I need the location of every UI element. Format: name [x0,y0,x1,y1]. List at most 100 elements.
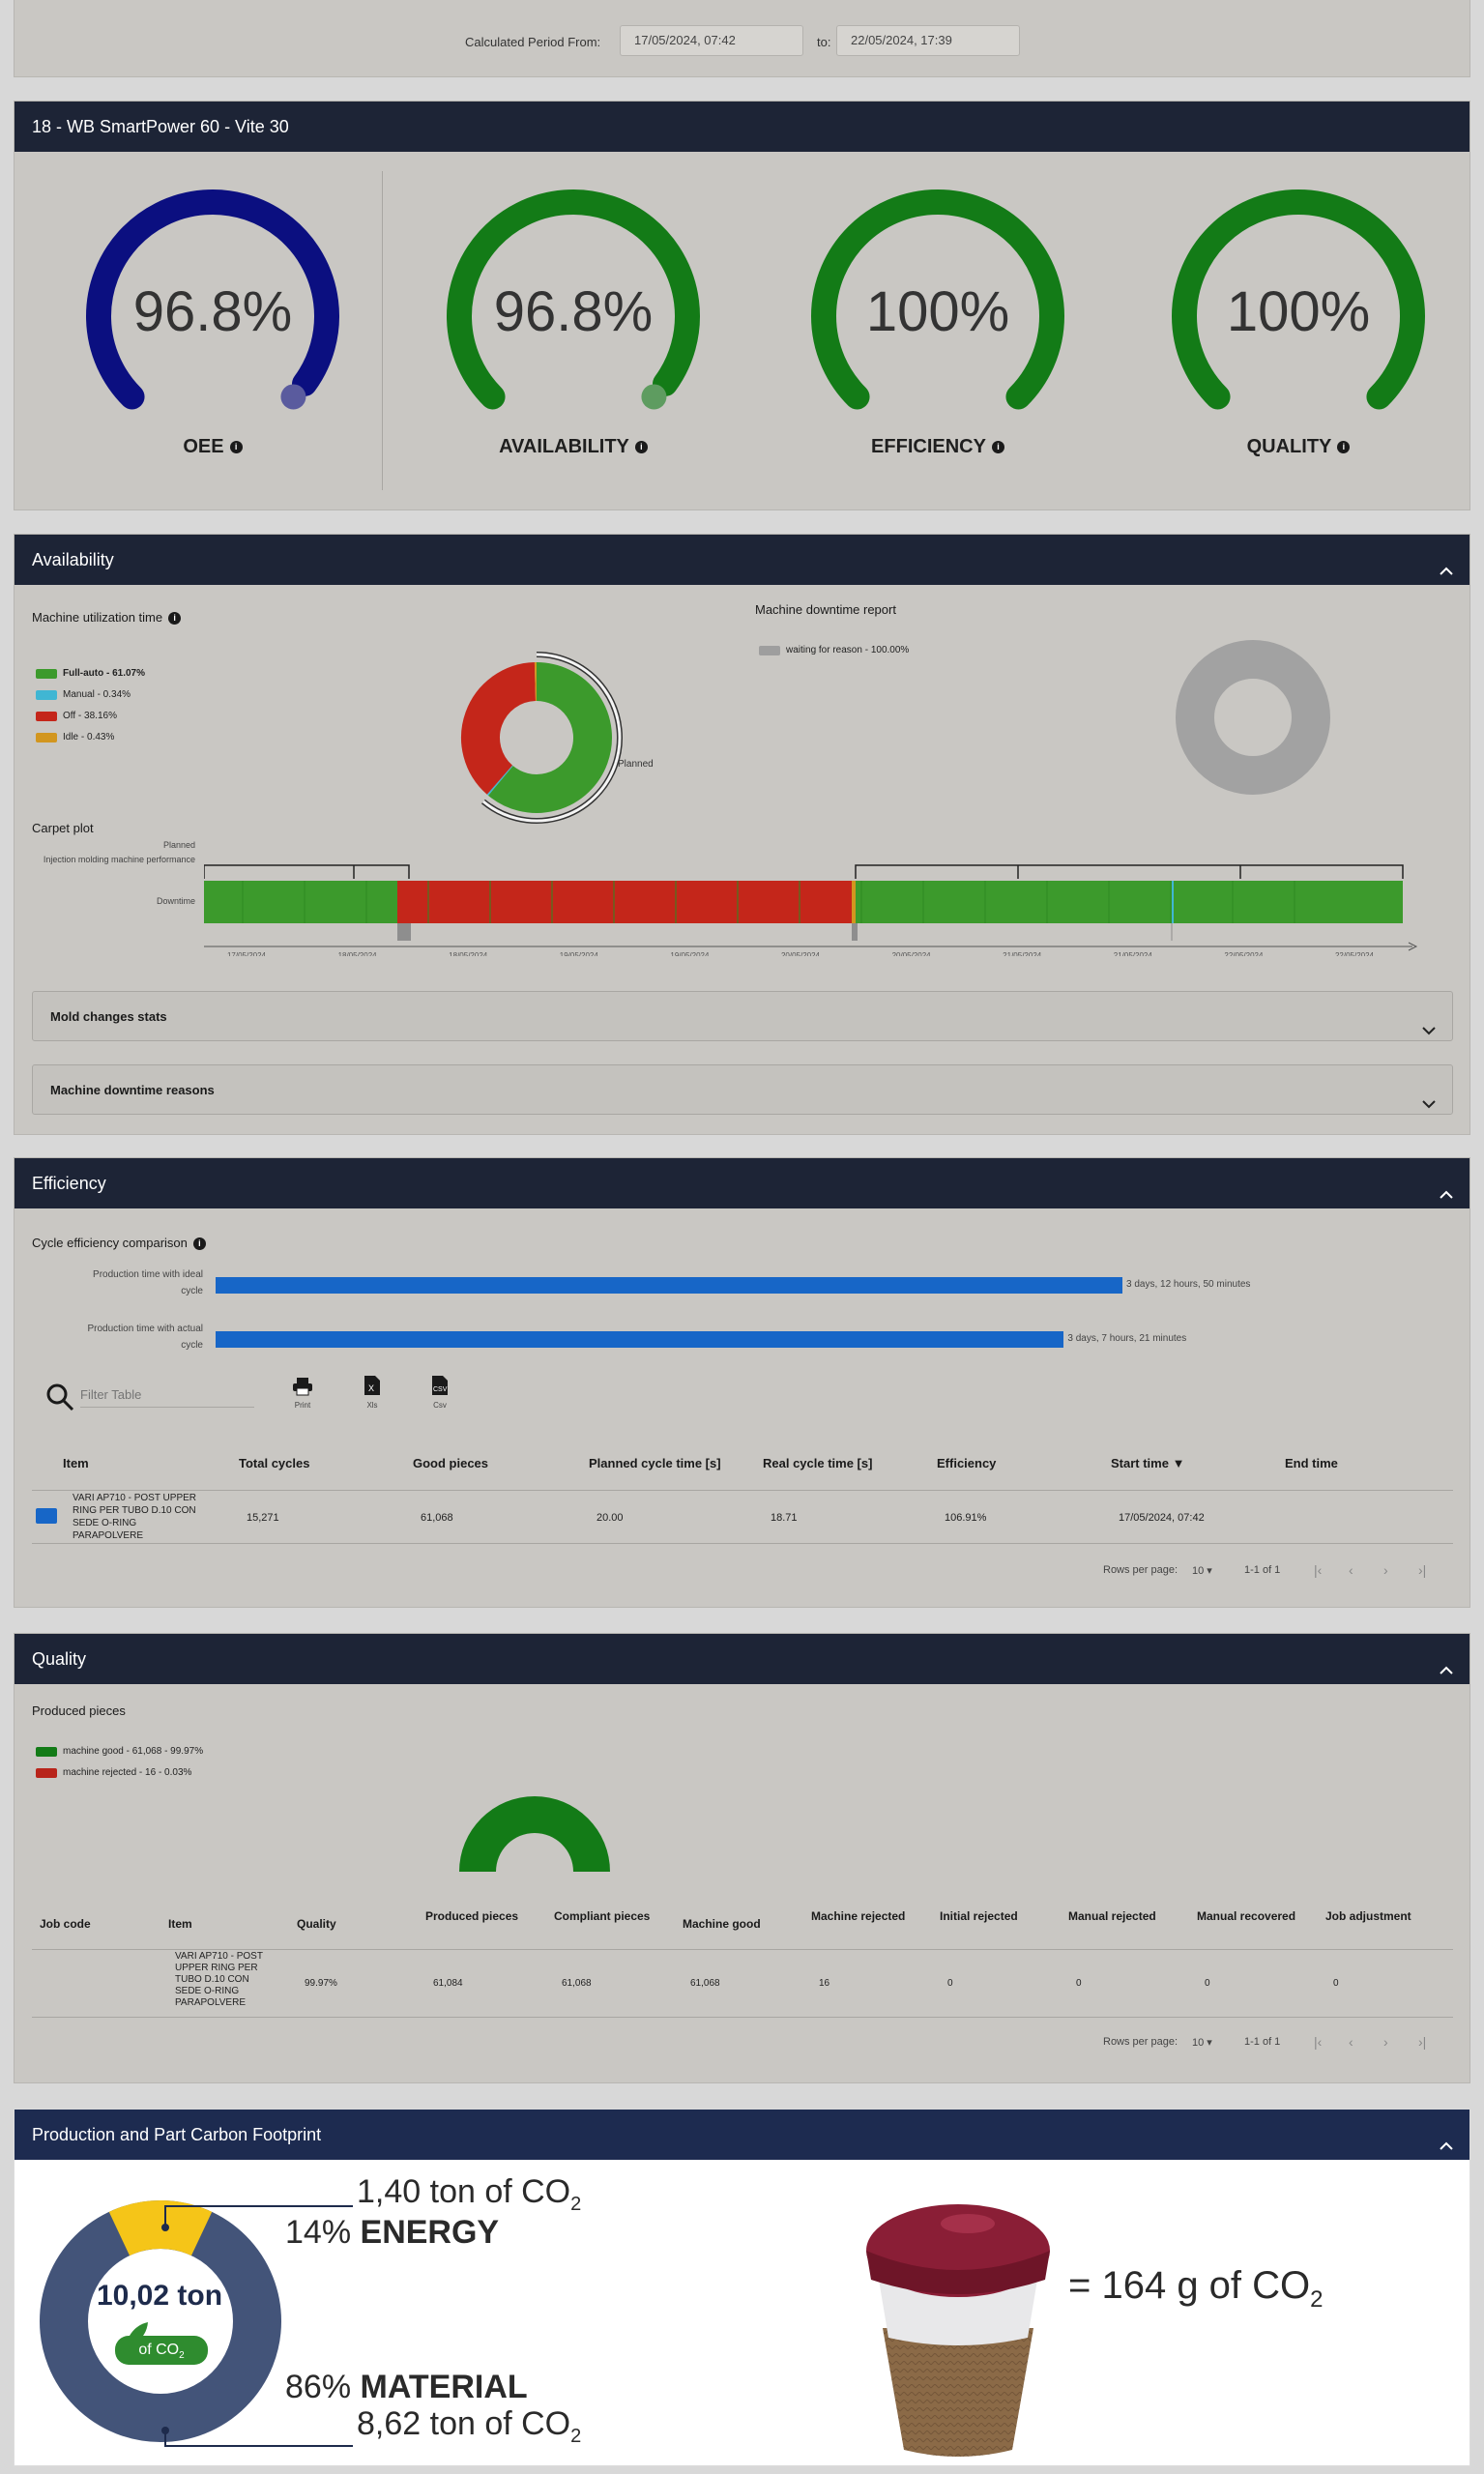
table-header[interactable]: Machine rejected [811,1909,906,1923]
xls-button[interactable]: X Xls [353,1375,392,1410]
gauge-label: QUALITY i [1182,436,1414,458]
last-page-icon[interactable]: ›| [1418,1562,1427,1578]
page-range: 1-1 of 1 [1244,2036,1281,2048]
table-header[interactable]: Produced pieces [425,1909,519,1923]
legend-swatch [36,1746,57,1757]
carbon-header[interactable]: Production and Part Carbon Footprint [15,2110,1469,2160]
next-page-icon[interactable]: › [1383,1562,1388,1578]
efficiency-card: Efficiency Cycle efficiency comparison i … [14,1157,1470,1608]
material-value-text: 8,62 ton of CO [357,2405,571,2442]
table-cell: 61,084 [433,1978,463,1989]
last-page-icon[interactable]: ›| [1418,2034,1427,2050]
collapse-icon[interactable] [1439,2123,1454,2150]
page-range: 1-1 of 1 [1244,1564,1281,1576]
table-cell: 20.00 [597,1512,624,1524]
collapse-icon[interactable] [1439,1647,1454,1674]
table-cell: 99.97% [305,1978,337,1989]
table-header[interactable]: Machine good [683,1917,761,1931]
table-cell: 61,068 [562,1978,592,1989]
table-header[interactable]: Good pieces [413,1456,489,1470]
downtime-legend-label: waiting for reason - 100.00% [786,645,910,655]
period-to-field[interactable]: 22/05/2024, 17:39 [836,25,1020,56]
prev-page-icon[interactable]: ‹ [1349,2034,1353,2050]
table-cell: 0 [1076,1978,1082,1989]
collapse-icon[interactable] [1439,548,1454,575]
first-page-icon[interactable]: |‹ [1314,1562,1323,1578]
rows-per-page-select[interactable]: 10 ▾ [1192,1565,1212,1577]
gauge-quality [1172,189,1425,410]
search-icon[interactable] [45,1383,74,1416]
downtime-legend-item: waiting for reason - 100.00% [759,645,909,655]
legend-label: machine good - 61,068 - 99.97% [63,1746,204,1757]
gauge-label-text: OEE [183,436,224,457]
table-cell: 16 [819,1978,830,1989]
next-page-icon[interactable]: › [1383,2034,1388,2050]
carpet-row-performance: Injection molding machine performance [43,855,195,864]
period-bar: Calculated Period From: 17/05/2024, 07:4… [14,0,1470,77]
legend-swatch [36,1767,57,1778]
prev-page-icon[interactable]: ‹ [1349,1562,1353,1578]
availability-header[interactable]: Availability [15,535,1469,585]
csv-button[interactable]: CSV Csv [421,1375,459,1410]
print-button[interactable]: Print [283,1377,322,1410]
table-header[interactable]: Item [63,1456,89,1470]
gauge-arc [86,189,339,410]
carpet-tick-date: 18/05/2024 [449,951,488,956]
info-icon[interactable]: i [634,441,648,454]
chevron-down-icon[interactable] [1421,1083,1437,1109]
collapse-icon[interactable] [1439,1172,1454,1199]
bar-label-line: Production time with actual [87,1324,203,1334]
table-header[interactable]: Initial rejected [940,1909,1018,1923]
table-header[interactable]: Manual recovered [1197,1909,1296,1923]
table-header[interactable]: Real cycle time [s] [763,1456,873,1470]
utilization-donut [461,652,623,824]
utilization-slice [486,765,513,796]
leader-lines [161,2205,353,2447]
carpet-tick-date: 21/05/2024 [1003,951,1042,956]
bar-value: 3 days, 12 hours, 50 minutes [1126,1279,1251,1290]
carpet-run-manual [1172,881,1174,923]
energy-pct: 14% [285,2214,352,2251]
table-header[interactable]: Total cycles [239,1456,310,1470]
gauge-remainder [641,384,667,410]
rows-per-page-select[interactable]: 10 ▾ [1192,2037,1212,2049]
first-page-icon[interactable]: |‹ [1314,2034,1323,2050]
table-header[interactable]: Item [168,1917,192,1931]
mold-changes-accordion[interactable]: Mold changes stats [32,991,1453,1041]
period-from-label: Calculated Period From: [465,35,601,49]
carpet-row-downtime: Downtime [156,896,195,906]
table-header[interactable]: Planned cycle time [s] [589,1456,721,1470]
gauge-arc [1172,189,1425,410]
info-icon[interactable]: i [192,1237,206,1251]
machine-title: 18 - WB SmartPower 60 - Vite 30 [15,102,1469,152]
carpet-planned-bracket [204,864,410,879]
table-header[interactable]: Compliant pieces [554,1909,651,1923]
table-header[interactable]: Job adjustment [1325,1909,1411,1923]
chevron-down-icon[interactable] [1421,1009,1437,1035]
info-icon[interactable]: i [229,441,243,454]
table-header[interactable]: Start time ▼ [1111,1456,1185,1470]
info-icon[interactable]: i [168,612,182,626]
info-icon[interactable]: i [991,441,1004,454]
downtime-reasons-accordion[interactable]: Machine downtime reasons [32,1064,1453,1115]
period-from-field[interactable]: 17/05/2024, 07:42 [620,25,803,56]
coffee-cup-icon [866,2204,1050,2457]
carpet-row-planned: Planned [162,840,195,850]
table-header[interactable]: Quality [297,1917,336,1931]
table-header[interactable]: End time [1285,1456,1338,1470]
filter-table-input[interactable] [80,1383,254,1408]
carpet-title: Carpet plot [32,821,94,835]
table-header[interactable]: Efficiency [937,1456,997,1470]
material-value: 8,62 ton of CO2 [357,2405,581,2448]
gauge-value: 96.8% [132,280,293,343]
row-divider [32,2017,1453,2018]
efficiency-header[interactable]: Efficiency [15,1158,1469,1208]
csv-label: Csv [433,1401,447,1410]
table-cell: 0 [1205,1978,1210,1989]
table-cell: 0 [1333,1978,1339,1989]
quality-header[interactable]: Quality [15,1634,1469,1684]
table-cell-item: VARI AP710 - POST UPPER RING PER TUBO D.1… [73,1492,227,1542]
table-header[interactable]: Job code [40,1917,91,1931]
info-icon[interactable]: i [1337,441,1351,454]
table-header[interactable]: Manual rejected [1068,1909,1156,1923]
